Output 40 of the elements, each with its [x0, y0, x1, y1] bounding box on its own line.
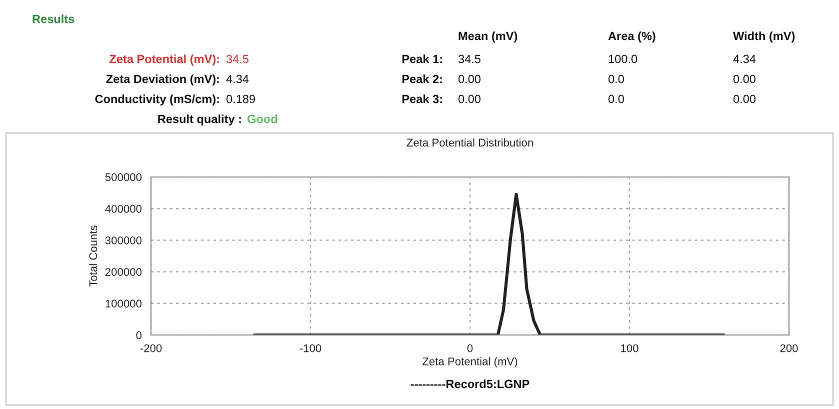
- text: 100.0: [608, 54, 638, 64]
- text: Peak 2:: [402, 74, 442, 84]
- text: 0.00: [733, 74, 756, 84]
- text: 0.189: [226, 94, 255, 104]
- x-tick-label: 0: [467, 344, 473, 352]
- x-tick-label: 100: [621, 344, 638, 352]
- text: Width (mV): [733, 32, 795, 42]
- text: Mean (mV): [458, 32, 518, 42]
- y-tick-label: 200000: [105, 268, 142, 276]
- x-tick-label: -200: [140, 344, 162, 352]
- x-axis-title: Zeta Potential (mV): [422, 357, 518, 368]
- text: 0.00: [733, 94, 756, 104]
- text: ---------Record5:LGNP: [410, 379, 530, 388]
- text: Peak 3:: [402, 94, 442, 104]
- y-tick-label: 0: [136, 331, 142, 340]
- y-axis-title: Total Counts: [88, 226, 98, 287]
- text: Peak 1:: [402, 54, 442, 64]
- text: 34.5: [226, 54, 248, 64]
- x-tick-label: 200: [780, 344, 798, 352]
- text: 4.34: [733, 54, 756, 64]
- text: Result quality :: [158, 114, 241, 126]
- text: Zeta Potential (mV):: [110, 54, 219, 66]
- y-tick-label: 100000: [106, 300, 142, 308]
- text: 34.5: [458, 54, 480, 64]
- text: Conductivity (mS/cm):: [95, 94, 219, 106]
- text: Zeta Deviation (mV):: [106, 74, 219, 86]
- text: Good: [247, 114, 278, 124]
- y-tick-label: 500000: [105, 173, 142, 182]
- line-series: [253, 192, 726, 335]
- x-tick-label: -100: [300, 344, 322, 352]
- chart-title: Zeta Potential Distribution: [406, 138, 533, 147]
- text: Results: [32, 14, 74, 24]
- text: 0.0: [608, 94, 624, 104]
- text: 0.00: [458, 94, 481, 104]
- text: 0.00: [458, 74, 481, 84]
- text: 4.34: [226, 74, 249, 84]
- text: Area (%): [608, 32, 656, 42]
- y-tick-label: 400000: [105, 204, 142, 213]
- text: 0.0: [608, 74, 624, 84]
- y-tick-label: 300000: [105, 236, 142, 244]
